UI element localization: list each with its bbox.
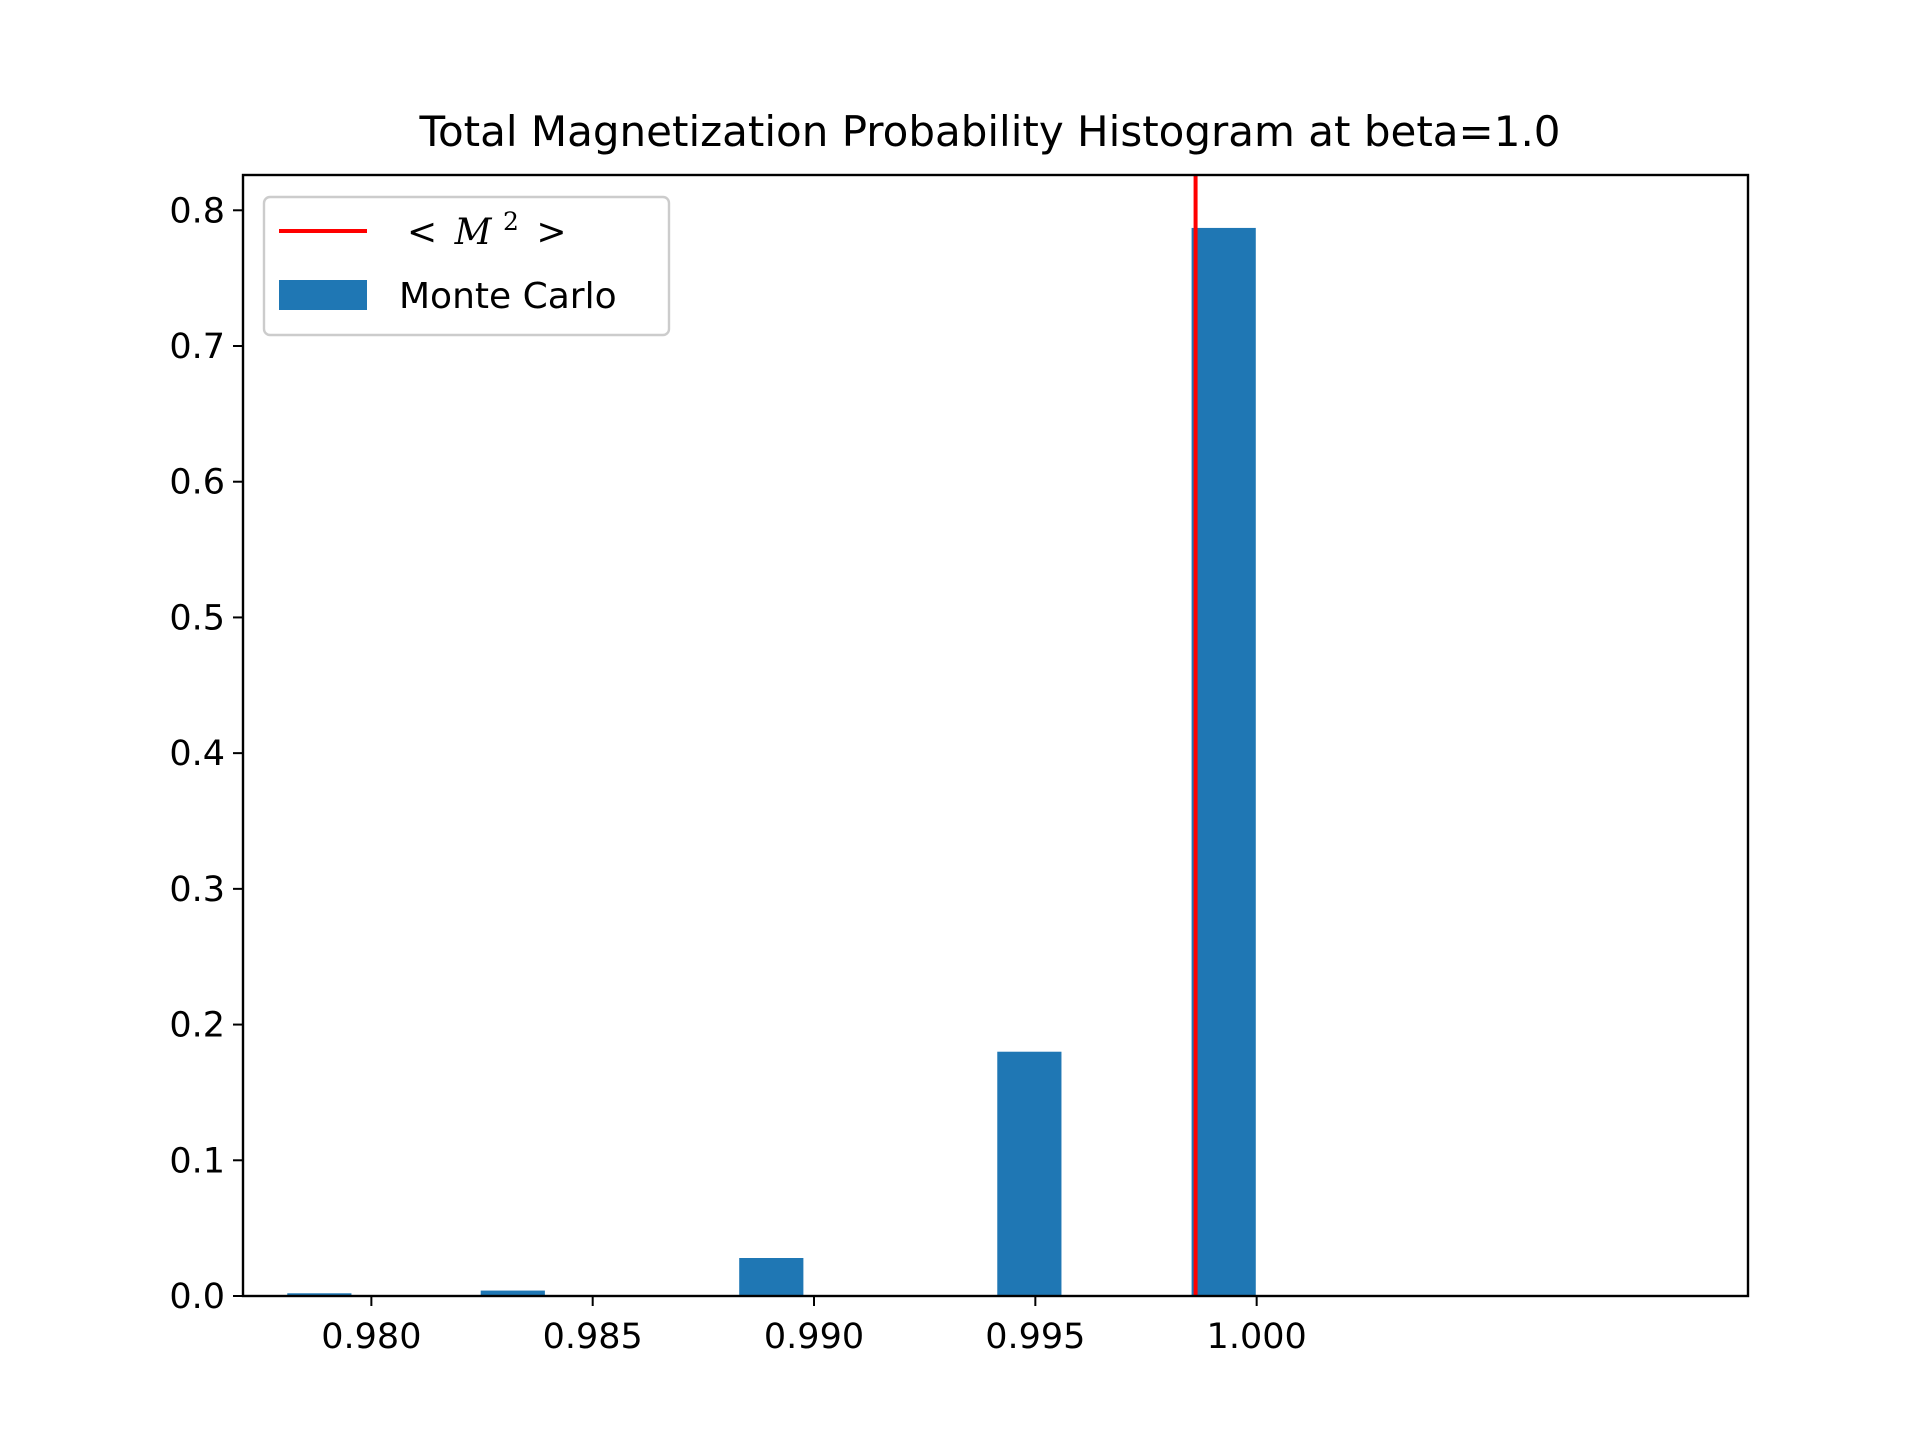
y-tick-label-4: 0.3 (169, 870, 225, 910)
x-tick-label-3: 0.990 (764, 1317, 864, 1357)
histogram-bar-2 (480, 1290, 545, 1296)
legend-bar-label: Monte Carlo (399, 276, 617, 317)
y-tick-label-2: 0.1 (169, 1141, 225, 1181)
histogram-bar-4 (997, 1051, 1062, 1296)
chart-title: Total Magnetization Probability Histogra… (418, 107, 1560, 156)
y-axis-ticks: 0.0 0.1 0.2 0.3 0.4 0.5 0.6 0.7 0.8 (169, 191, 243, 1317)
y-tick-label-8: 0.7 (169, 327, 225, 367)
legend-line-label-prefix: < (407, 212, 437, 253)
y-tick-label-7: 0.6 (169, 463, 225, 503)
y-tick-label-1: 0.0 (169, 1277, 225, 1317)
legend-line-label-sup: 2 (503, 207, 519, 236)
histogram-bar-3 (739, 1258, 804, 1296)
x-axis-ticks: 0.980 0.985 0.990 0.995 1.000 (321, 1296, 1307, 1357)
legend-line-label-suffix: > (536, 212, 566, 253)
legend: < M 2 > Monte Carlo (262, 195, 671, 337)
x-tick-label-4: 0.995 (985, 1317, 1085, 1357)
histogram-bar-5 (1191, 227, 1256, 1296)
bar-group (287, 227, 1256, 1296)
x-tick-label-1: 0.980 (321, 1317, 421, 1357)
y-tick-label-5: 0.4 (169, 734, 225, 774)
legend-line-label-var: M (454, 212, 493, 253)
x-tick-label-2: 0.985 (543, 1317, 643, 1357)
y-tick-label-9: 0.8 (169, 191, 225, 231)
legend-line-label: < M 2 > (407, 198, 566, 253)
legend-bar-swatch (279, 280, 367, 310)
y-tick-label-6: 0.5 (169, 598, 225, 638)
x-tick-label-5: 1.000 (1207, 1317, 1307, 1357)
y-tick-label-3: 0.2 (169, 1006, 225, 1046)
plot-area-frame (241, 173, 1750, 1298)
histogram-bar-1 (287, 1293, 352, 1296)
